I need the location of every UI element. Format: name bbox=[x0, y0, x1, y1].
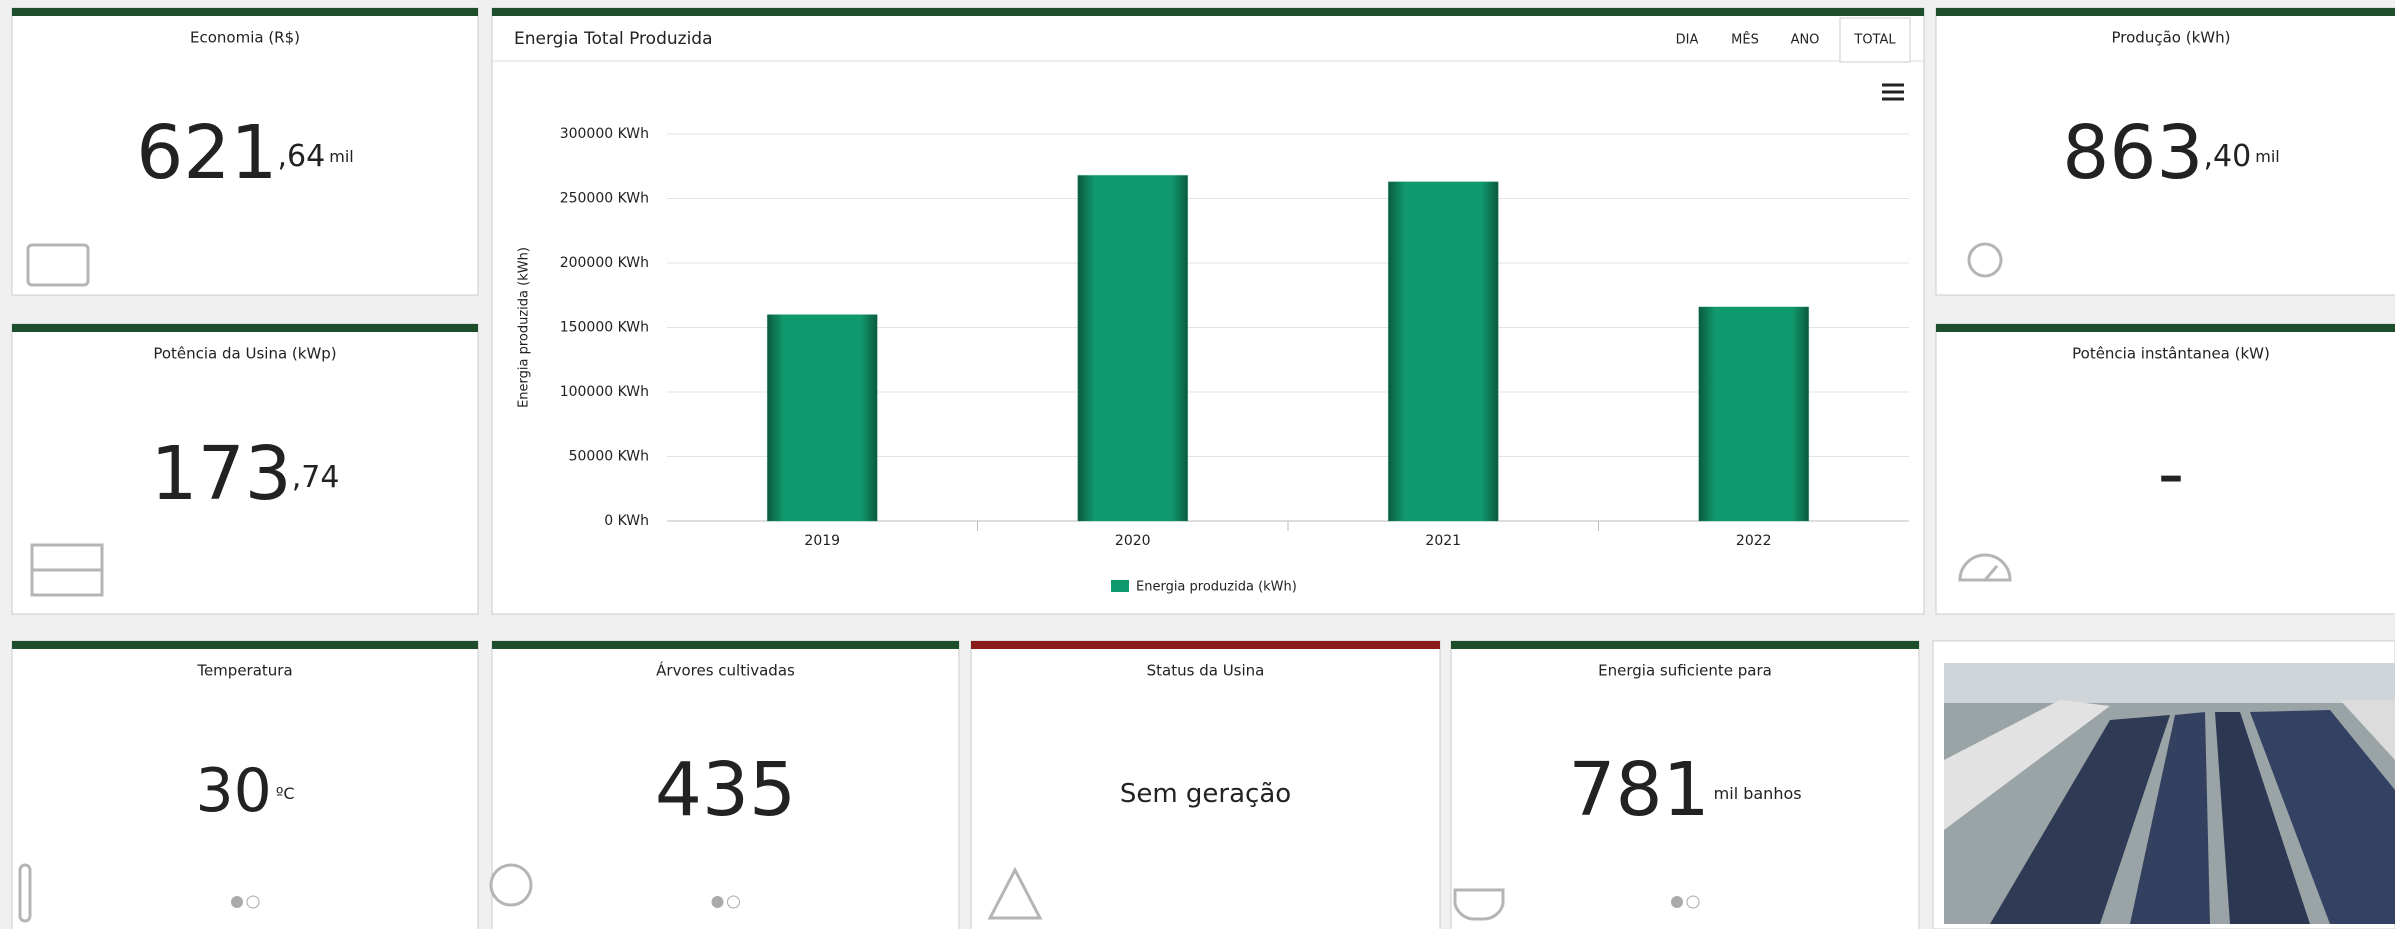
card bbox=[970, 640, 1441, 929]
card-title: Potência da Usina (kWp) bbox=[153, 345, 336, 363]
icon bbox=[1967, 242, 2003, 278]
icon bbox=[18, 863, 32, 923]
carousel-dot bbox=[1671, 896, 1683, 908]
y-tick-label: 150000 KWh bbox=[560, 320, 649, 336]
unit: mil bbox=[2255, 147, 2279, 166]
carousel-dot bbox=[711, 896, 724, 908]
card-value: 781 mil banhos bbox=[1568, 747, 1801, 833]
bar bbox=[1077, 174, 1189, 522]
x-tick-label: 2019 bbox=[804, 533, 840, 549]
card bbox=[11, 7, 479, 296]
card bbox=[1935, 323, 2395, 615]
value: 435 bbox=[655, 747, 796, 833]
icon bbox=[987, 866, 1043, 920]
tab[interactable]: MÊS bbox=[1731, 32, 1759, 48]
legend-label: Energia produzida (kWh) bbox=[1136, 580, 1297, 595]
y-tick-label: 300000 KWh bbox=[560, 126, 649, 142]
chart-card bbox=[491, 7, 1925, 615]
x-tick-label: 2021 bbox=[1425, 533, 1461, 549]
x-tick-label: 2022 bbox=[1736, 533, 1772, 549]
value: 30 bbox=[195, 756, 271, 826]
carousel-dot bbox=[1686, 895, 1700, 909]
card-title: Árvores cultivadas bbox=[656, 661, 795, 680]
card bbox=[1450, 640, 1920, 929]
unit: ºC bbox=[276, 784, 295, 803]
card-title: Temperatura bbox=[196, 662, 292, 680]
icon bbox=[1958, 553, 2012, 582]
value: Sem geração bbox=[1120, 779, 1291, 809]
card-border bbox=[971, 641, 1440, 649]
decimal: ,40 bbox=[2204, 139, 2252, 174]
carousel-dot bbox=[246, 895, 260, 909]
card-value: - bbox=[2158, 431, 2185, 517]
card-border bbox=[12, 641, 478, 649]
tab[interactable]: DIA bbox=[1676, 33, 1699, 48]
y-tick-label: 100000 KWh bbox=[560, 384, 649, 400]
card-title: Economia (R$) bbox=[190, 29, 300, 47]
bar bbox=[1387, 181, 1499, 522]
card-value: 435 bbox=[655, 747, 796, 833]
value: 781 bbox=[1568, 747, 1709, 833]
x-tick-label: 2020 bbox=[1115, 533, 1151, 549]
value: 863 bbox=[2062, 110, 2203, 196]
card-value: 621,64 mil bbox=[136, 110, 353, 196]
card-title: Produção (kWh) bbox=[2112, 29, 2231, 47]
active-tab[interactable] bbox=[1839, 17, 1911, 63]
value: 621 bbox=[136, 110, 277, 196]
tab[interactable]: TOTAL bbox=[1853, 33, 1896, 48]
unit: mil banhos bbox=[1714, 784, 1802, 803]
plant-photo bbox=[1932, 640, 2395, 929]
card-border bbox=[492, 8, 1924, 16]
unit: mil bbox=[329, 147, 353, 166]
y-tick-label: 250000 KWh bbox=[560, 191, 649, 207]
card-value: 173,74 bbox=[151, 431, 340, 517]
icon bbox=[26, 243, 90, 287]
card-border bbox=[1936, 8, 2395, 16]
card bbox=[1935, 7, 2395, 296]
card-border bbox=[1936, 324, 2395, 332]
card-value: 30 ºC bbox=[195, 756, 294, 826]
card-value: 863,40 mil bbox=[2062, 110, 2279, 196]
y-tick-label: 0 KWh bbox=[604, 513, 649, 529]
y-tick-label: 200000 KWh bbox=[560, 255, 649, 271]
menu-icon[interactable] bbox=[1882, 83, 1904, 101]
carousel-dot bbox=[727, 895, 740, 909]
icon bbox=[1453, 888, 1505, 921]
y-axis-title: Energia produzida (kWh) bbox=[517, 247, 532, 408]
card bbox=[11, 640, 479, 929]
carousel-dot bbox=[231, 896, 243, 908]
bar bbox=[766, 314, 878, 522]
card-border bbox=[1451, 641, 1919, 649]
y-tick-label: 50000 KWh bbox=[569, 449, 649, 465]
value: 173 bbox=[151, 431, 292, 517]
card-title: Status da Usina bbox=[1147, 662, 1265, 680]
card-border bbox=[12, 324, 478, 332]
card-border bbox=[492, 641, 959, 649]
decimal: ,74 bbox=[292, 460, 340, 495]
icon bbox=[489, 863, 533, 907]
bar bbox=[1698, 306, 1810, 522]
card bbox=[491, 640, 960, 929]
legend-swatch bbox=[1111, 580, 1129, 592]
value: - bbox=[2158, 431, 2185, 517]
tab[interactable]: ANO bbox=[1791, 33, 1820, 48]
decimal: ,64 bbox=[278, 139, 326, 174]
card-title: Potência instântanea (kW) bbox=[2072, 345, 2270, 363]
card-border bbox=[12, 8, 478, 16]
chart-title: Energia Total Produzida bbox=[514, 29, 713, 49]
card bbox=[11, 323, 479, 615]
card-value: Sem geração bbox=[1120, 779, 1291, 809]
card-title: Energia suficiente para bbox=[1598, 662, 1772, 680]
